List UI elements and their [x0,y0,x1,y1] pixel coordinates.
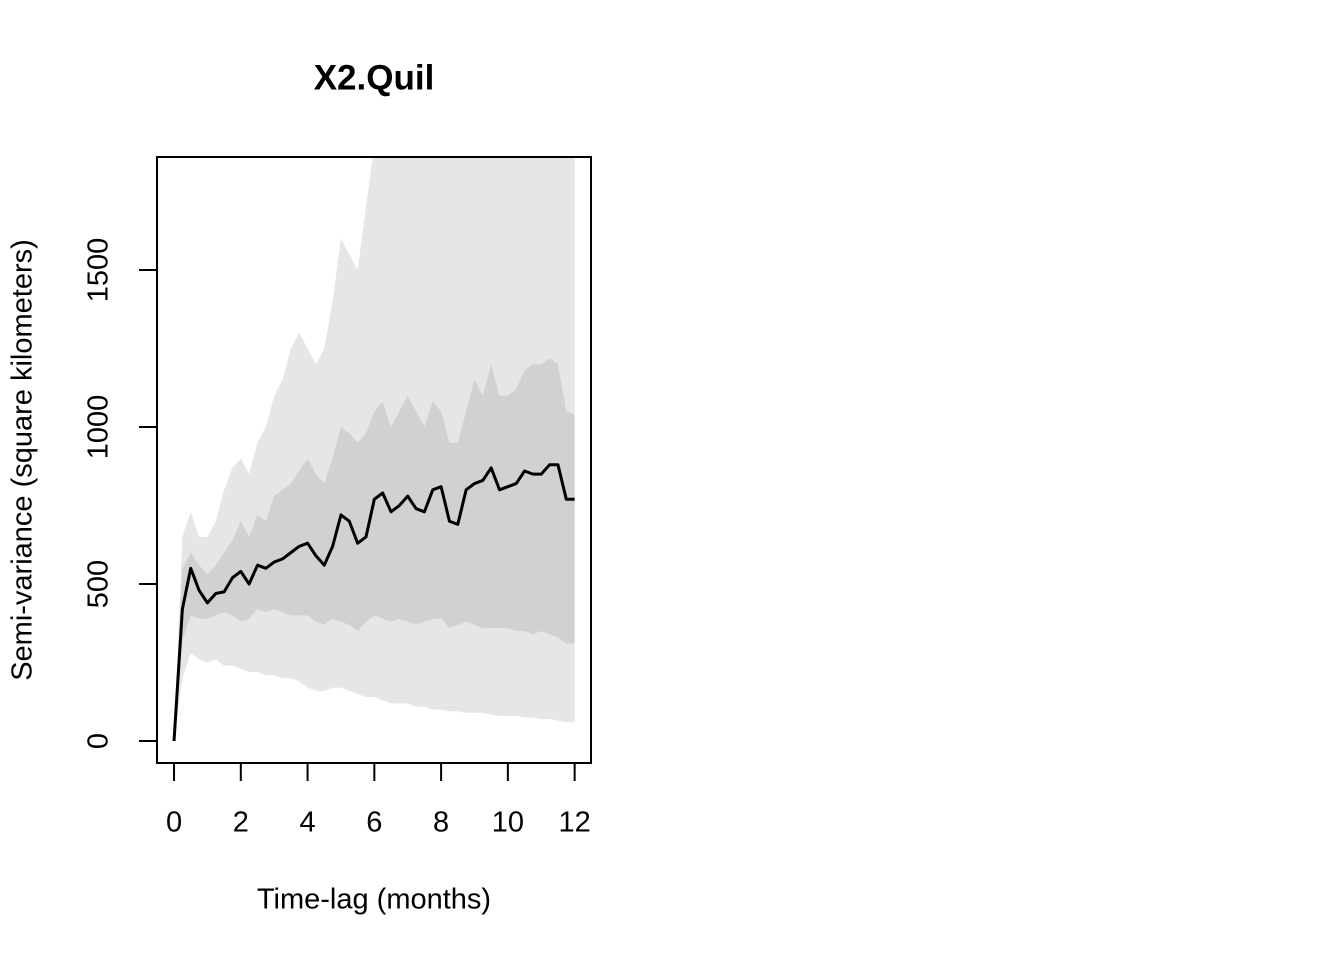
line [172,463,575,742]
x-tick-label: 4 [299,807,315,839]
confidence-band [174,357,575,742]
x-tick-label: 0 [166,807,182,839]
chart-title: X2.Quil [314,58,435,97]
y-axis-label: Semi-variance (square kilometers) [7,239,39,681]
y-tick-label: 1500 [83,238,115,303]
x-tick-label: 2 [233,807,249,839]
plot-area [172,157,575,742]
x-tick-label: 6 [366,807,382,839]
y-tick-label: 0 [83,733,115,749]
x-tick-label: 10 [492,807,524,839]
y-tick-label: 500 [83,560,115,608]
x-tick-label: 12 [559,807,591,839]
x-tick-label: 8 [433,807,449,839]
x-axis-label: Time-lag (months) [257,884,491,916]
y-tick-label: 1000 [83,395,115,460]
